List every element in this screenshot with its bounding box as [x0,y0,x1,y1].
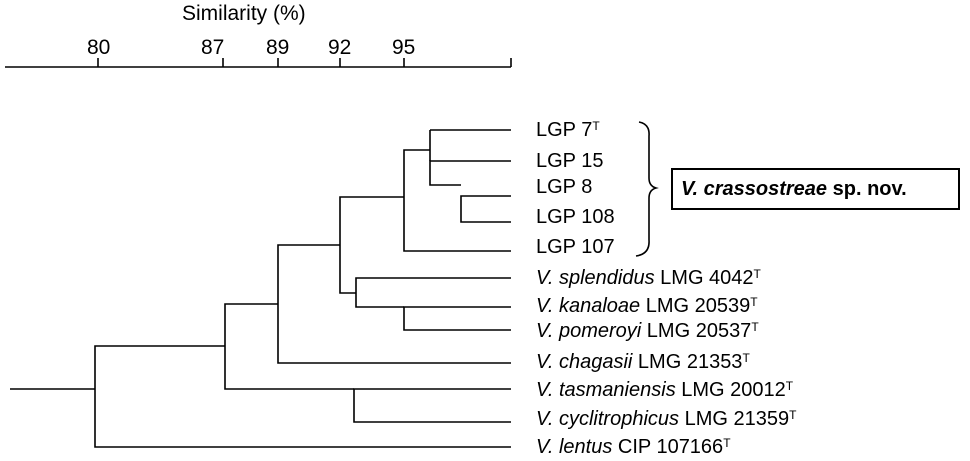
leaf-strain: LGP 15 [536,150,604,172]
tick-label-89: 89 [266,36,290,59]
branch-node-89 [277,244,511,364]
type-strain-marker: T [723,436,731,450]
leaf-species: V. kanaloae [536,295,641,317]
branch-lgp15-lgp8-108 [429,160,511,186]
type-strain-marker: T [742,351,750,365]
branch-node-87 [224,303,354,390]
leaf-species: V. tasmaniensis [536,379,676,401]
leaf-label: LGP 8 [536,176,592,198]
leaf-label: V. lentus CIP 107166T [536,436,731,458]
leaf-strain: LGP 8 [536,176,593,198]
leaf-label: LGP 15 [536,150,603,172]
leaf-species: V. pomeroyi [536,320,642,342]
branch-lgp-cluster [403,149,511,252]
leaf-label: LGP 107 [536,236,615,258]
leaf-species: V. splendidus [536,267,655,289]
type-strain-marker: T [751,320,759,334]
leaf-label: V. chagasii LMG 21353T [536,351,750,373]
type-strain-marker: T [789,408,797,422]
leaf-label: LGP 108 [536,206,615,228]
leaf-label: V. kanaloae LMG 20539T [536,295,758,317]
tick-label-95: 95 [392,36,416,59]
branch-splendidus-group [355,277,511,308]
leaf-label: LGP 7T [536,119,600,141]
leaf-strain: LGP 7 [536,119,593,141]
type-strain-marker: T [785,379,794,393]
leaf-label: V. splendidus LMG 4042T [536,267,761,289]
leaf-strain: LMG 21359 [684,408,790,430]
group-designation: sp. nov. [832,178,907,200]
leaf-label: V. tasmaniensis LMG 20012T [536,379,793,401]
leaf-strain: LMG 20537 [646,320,752,342]
type-strain-marker: T [592,119,600,133]
leaf-strain: LMG 20012 [681,379,786,401]
species-group-box: V. crassostreae sp. nov. [671,168,960,210]
tick-label-92: 92 [328,36,352,59]
leaf-strain: CIP 107166 [617,436,724,458]
leaf-label: V. pomeroyi LMG 20537T [536,320,759,342]
leaf-strain: LMG 4042 [660,267,754,289]
branch-pomeroyi-kanaloae [403,306,511,331]
leaf-strain: LGP 107 [536,236,615,258]
tick-label-80: 80 [87,36,111,59]
branch-lgp8-lgp108 [460,195,511,223]
leaf-strain: LMG 21353 [637,351,743,373]
leaf-strain: LGP 108 [536,206,615,228]
leaf-species: V. cyclitrophicus [536,408,680,430]
leaf-species: V. chagasii [536,351,633,373]
group-species-name: V. crassostreae [681,178,828,200]
axis-title: Similarity (%) [182,2,306,25]
type-strain-marker: T [750,295,758,309]
branch-lgp7 [429,129,511,161]
leaf-strain: LMG 20539 [645,295,751,317]
tick-label-87: 87 [201,36,225,59]
leaf-species: V. lentus [536,436,613,458]
leaf-label: V. cyclitrophicus LMG 21359T [536,408,796,430]
group-brace [635,121,659,257]
branch-tasmaniensis-cyclitrophicus [353,388,511,423]
type-strain-marker: T [753,267,761,281]
branch-node-80 [94,345,511,448]
